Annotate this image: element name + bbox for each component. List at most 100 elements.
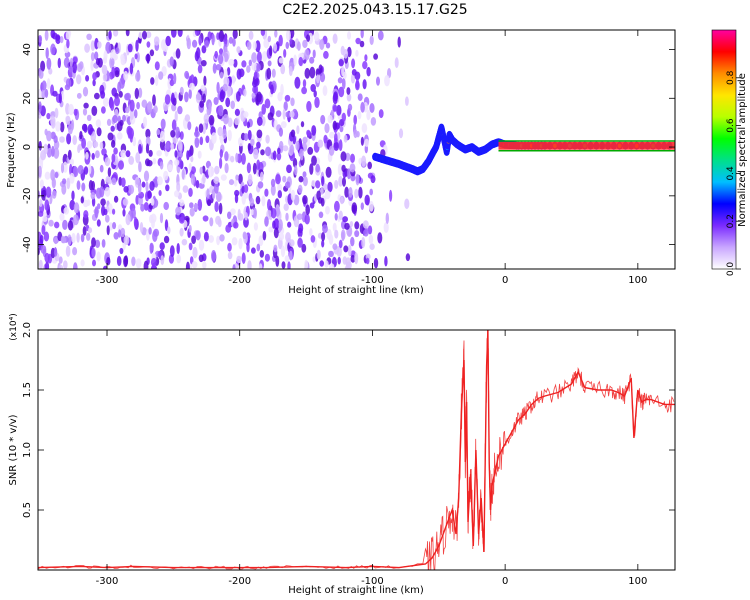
- heatmap-cell: [208, 115, 215, 126]
- heatmap-cell: [152, 94, 156, 106]
- heatmap-cell: [51, 190, 57, 199]
- heatmap-cell: [118, 160, 124, 170]
- heatmap-cell: [103, 208, 108, 216]
- heatmap-cell: [76, 92, 82, 99]
- heatmap-cell: [251, 62, 258, 71]
- bottom-y-ticks: 0.5 1.0 1.5 2.0: [22, 322, 675, 518]
- heatmap-cell: [152, 158, 157, 165]
- heatmap-cell: [299, 148, 304, 157]
- heatmap-cell: [345, 261, 352, 269]
- heatmap-cell: [219, 71, 224, 79]
- heatmap-cell: [86, 114, 92, 122]
- heatmap-cell: [95, 58, 101, 66]
- heatmap-cell: [110, 49, 117, 62]
- heatmap-cell: [149, 49, 155, 57]
- colorbar-tick-label: 0.8: [726, 70, 736, 85]
- heatmap-cell: [110, 125, 115, 132]
- heatmap-cell: [256, 243, 261, 252]
- heatmap-cell: [313, 90, 317, 98]
- heatmap-cell: [325, 42, 331, 49]
- heatmap-cell: [302, 39, 308, 49]
- heatmap-cell: [282, 145, 289, 152]
- heatmap-cell: [246, 65, 251, 73]
- heatmap-cell: [184, 114, 191, 122]
- heatmap-cell: [228, 179, 235, 186]
- heatmap-cell: [280, 64, 286, 75]
- heatmap-cell: [364, 54, 368, 62]
- x-tick-label: 100: [628, 275, 647, 286]
- heatmap-cell: [192, 39, 198, 48]
- heatmap-cell: [347, 103, 353, 111]
- snr-panel: -300 -200 -100 0 100 0.5 1.0 1.5 2.0 Height of …: [8, 313, 676, 596]
- heatmap-cell: [199, 136, 204, 146]
- bottom-x-axis-label: Height of straight line (km): [288, 585, 424, 596]
- heatmap-cell: [97, 41, 102, 49]
- heatmap-cell: [68, 66, 74, 73]
- heatmap-cell: [268, 45, 273, 57]
- heatmap-cell: [342, 77, 346, 90]
- heatmap-cell: [114, 96, 120, 107]
- heatmap-cell: [80, 233, 85, 243]
- heatmap-cell: [220, 174, 227, 181]
- heatmap-cell: [199, 166, 203, 175]
- heatmap-cell: [105, 176, 111, 183]
- heatmap-cell: [110, 58, 115, 66]
- heatmap-cell: [156, 150, 162, 157]
- heatmap-cell: [357, 111, 362, 120]
- heatmap-cell: [65, 30, 71, 41]
- heatmap-cell: [242, 231, 247, 240]
- heatmap-cell: [373, 53, 378, 60]
- heatmap-cell: [275, 110, 282, 118]
- heatmap-cell: [265, 134, 270, 144]
- heatmap-cell: [302, 171, 307, 178]
- heatmap-cell: [211, 132, 217, 145]
- heatmap-cell: [169, 79, 175, 87]
- heatmap-cell: [134, 53, 138, 60]
- heatmap-cell: [69, 158, 75, 166]
- heatmap-cell: [125, 106, 130, 114]
- heatmap-cell: [224, 34, 228, 47]
- x-tick-label: -300: [96, 576, 119, 587]
- heatmap-cell: [332, 33, 338, 44]
- heatmap-cell: [336, 104, 342, 116]
- heatmap-cell: [338, 239, 343, 249]
- heatmap-cell: [289, 110, 295, 118]
- heatmap-cell: [185, 261, 190, 269]
- heatmap-cell: [348, 187, 353, 198]
- heatmap-cell: [278, 34, 283, 47]
- heatmap-cell: [82, 226, 87, 236]
- heatmap-cell: [117, 115, 121, 123]
- heatmap-cell: [38, 70, 44, 79]
- heatmap-cell: [206, 199, 212, 207]
- heatmap-cell: [346, 168, 351, 180]
- heatmap-cell: [152, 230, 158, 242]
- heatmap-cell: [135, 39, 139, 52]
- heatmap-cell: [225, 97, 231, 108]
- heatmap-cell: [342, 71, 347, 80]
- heatmap-cell: [355, 173, 360, 186]
- heatmap-cell: [305, 204, 311, 216]
- heatmap-cell: [44, 199, 50, 211]
- heatmap-cell: [332, 120, 337, 131]
- heatmap-cell: [343, 134, 348, 143]
- heatmap-cell: [228, 58, 235, 66]
- heatmap-cell: [115, 47, 120, 55]
- heatmap-cell: [354, 252, 359, 265]
- heatmap-cell: [200, 84, 206, 92]
- heatmap-cell: [304, 67, 311, 79]
- heatmap-cell: [249, 197, 255, 207]
- heatmap-cell: [344, 222, 350, 230]
- heatmap-cell: [216, 81, 220, 94]
- heatmap-cell: [218, 53, 224, 65]
- heatmap-cell: [107, 132, 114, 141]
- heatmap-cell: [343, 49, 349, 59]
- heatmap-cell: [285, 30, 291, 41]
- heatmap-cell: [67, 220, 74, 231]
- heatmap-cell: [175, 48, 181, 59]
- heatmap-cell: [334, 200, 340, 213]
- heatmap-cell: [138, 143, 142, 154]
- heatmap-cell: [139, 222, 144, 233]
- heatmap-cell: [151, 262, 156, 269]
- heatmap-cell: [256, 129, 263, 139]
